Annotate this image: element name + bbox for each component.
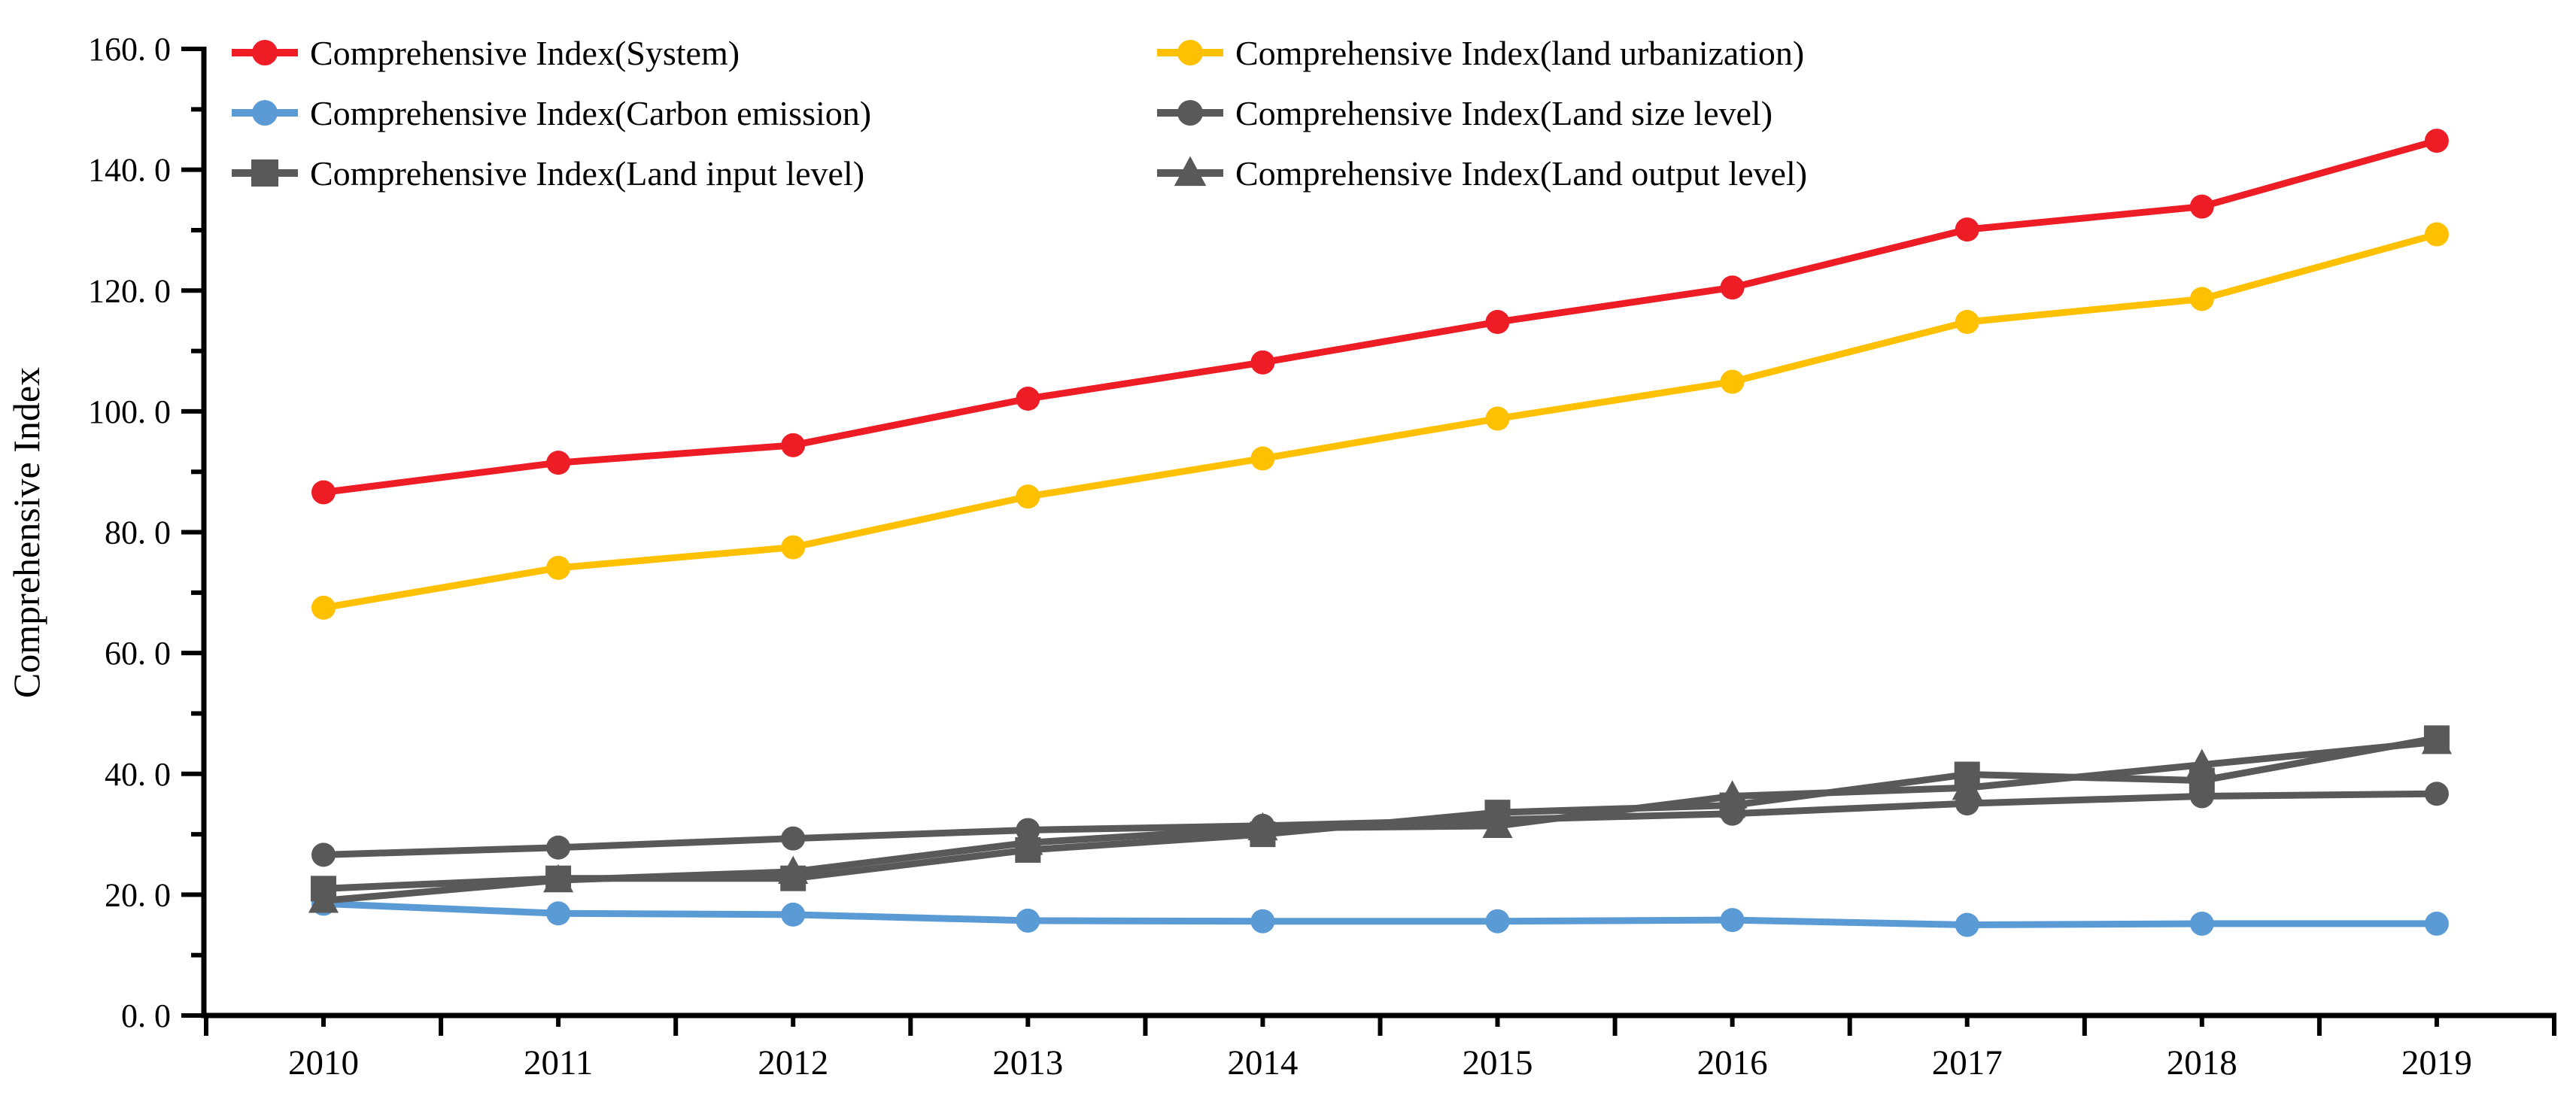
axes [181,47,2556,1036]
x-axis-tick-label: 2014 [1227,1043,1298,1082]
series-land-size-level [311,782,2449,867]
data-point-land-size-level [546,835,571,860]
x-axis-tick-label: 2010 [288,1043,359,1082]
data-point-carbon-emission [1485,909,1510,934]
data-point-carbon-emission [1250,909,1275,934]
data-point-system [1720,275,1745,300]
y-axis-tick-label: 80. 0 [105,515,171,551]
data-point-land-size-level [781,826,806,851]
data-point-carbon-emission [1720,908,1745,933]
data-point-carbon-emission [2189,911,2214,936]
legend-item-land-output-level: Comprehensive Index(Land output level) [1157,154,1807,193]
data-point-system [1955,217,1979,242]
legend-label-carbon-emission: Comprehensive Index(Carbon emission) [310,94,871,132]
data-point-land-urbanization [1955,310,1979,335]
data-point-system [546,451,571,475]
legend-label-land-output-level: Comprehensive Index(Land output level) [1235,154,1807,193]
series-land-output-level [308,725,2452,913]
data-point-land-urbanization [2424,222,2449,247]
series-system [311,129,2449,505]
data-point-land-urbanization [1250,446,1275,471]
legend-marker-circle-icon [1177,40,1203,65]
data-point-land-size-level [1016,818,1040,842]
y-axis-title: Comprehensive Index [5,367,47,698]
data-point-carbon-emission [2424,911,2449,936]
y-axis-tick-label: 20. 0 [105,876,171,913]
series-land-input-level [311,725,2450,902]
data-point-land-urbanization [781,535,806,560]
data-point-land-urbanization [546,555,571,580]
legend-label-land-size-level: Comprehensive Index(Land size level) [1235,94,1773,132]
data-point-system [2189,194,2214,219]
x-axis-tick-label: 2012 [758,1043,828,1082]
series-line-land-input-level [323,734,2438,892]
series-line-carbon-emission [323,900,2437,929]
x-axis-tick-label: 2018 [2167,1043,2237,1082]
legend-marker-triangle-icon [1174,156,1207,187]
series-lines [308,129,2452,937]
data-point-land-size-level [1485,807,1510,832]
data-point-land-urbanization [2189,287,2214,311]
legend-label-system: Comprehensive Index(System) [310,34,740,72]
data-point-land-size-level [2189,784,2214,809]
x-axis-tick-label: 2016 [1697,1043,1768,1082]
series-line-land-urbanization [323,231,2438,612]
data-point-system [311,480,336,505]
data-point-land-input-level [1954,761,1980,788]
data-point-system [781,433,806,457]
y-axis-tick-label: 40. 0 [105,756,171,793]
legend-item-carbon-emission: Comprehensive Index(Carbon emission) [232,94,871,132]
legend-marker-circle-icon [252,40,278,65]
x-axis-tick-label: 2011 [524,1043,593,1082]
data-point-land-urbanization [1720,369,1745,394]
x-axis-tick-label: 2013 [992,1043,1063,1082]
data-point-land-input-level [780,865,807,891]
data-point-land-urbanization [311,595,336,620]
y-axis-tick-label: 100. 0 [88,393,171,430]
series-line-system [323,137,2438,496]
axis-labels: 0. 0 20. 0 40. 0 60. 0 80. 0 100. 0 120. 0 140.… [5,31,2472,1082]
x-axis-tick-label: 2015 [1463,1043,1533,1082]
data-point-system [1016,387,1040,411]
data-point-land-size-level [1250,813,1275,838]
series-line-land-size-level [323,790,2437,858]
y-axis-tick-label: 160. 0 [88,31,171,68]
y-axis-tick-label: 0. 0 [121,997,171,1034]
legend-label-land-input-level: Comprehensive Index(Land input level) [310,154,864,193]
series-carbon-emission [311,891,2449,937]
data-point-system [1250,350,1275,375]
legend-item-system: Comprehensive Index(System) [232,34,740,72]
legend-item-land-size-level: Comprehensive Index(Land size level) [1157,94,1773,132]
data-point-land-input-level [545,865,572,891]
data-point-land-size-level [2424,782,2449,806]
data-point-land-urbanization [1485,406,1510,431]
legend: Comprehensive Index(System) Comprehensive… [232,34,1807,193]
x-axis-tick-label: 2017 [1932,1043,2003,1082]
data-point-land-urbanization [1016,484,1040,509]
legend-item-land-input-level: Comprehensive Index(Land input level) [232,154,864,193]
data-point-carbon-emission [781,902,806,927]
y-axis-tick-label: 120. 0 [88,272,171,309]
legend-marker-circle-icon [1177,100,1203,126]
y-axis-tick-label: 140. 0 [88,152,171,189]
y-axis-tick-label: 60. 0 [105,635,171,672]
legend-marker-square-icon [251,159,278,187]
legend-label-land-urbanization: Comprehensive Index(land urbanization) [1235,34,1804,72]
data-point-system [2424,129,2449,153]
series-land-urbanization [311,222,2449,620]
data-point-system [1485,310,1510,335]
data-point-land-size-level [1720,801,1745,826]
data-point-land-size-level [311,842,336,867]
data-point-carbon-emission [1955,912,1979,937]
data-point-land-input-level [311,876,336,902]
x-axis-tick-label: 2019 [2401,1043,2472,1082]
legend-marker-circle-icon [252,100,278,126]
data-point-land-size-level [1955,791,1979,816]
data-point-carbon-emission [1016,908,1040,933]
legend-item-land-urbanization: Comprehensive Index(land urbanization) [1157,34,1804,72]
data-point-land-input-level [2423,725,2450,751]
data-point-carbon-emission [546,901,571,926]
